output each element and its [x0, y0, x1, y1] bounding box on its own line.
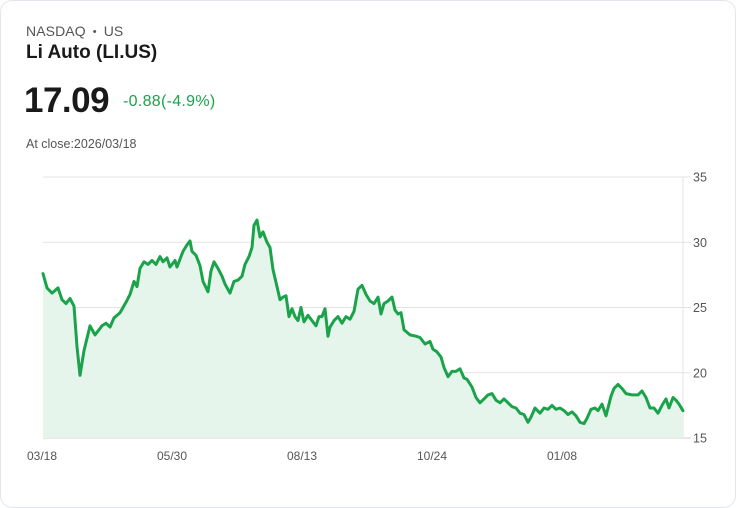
stock-name: Li Auto (LI.US)	[26, 42, 158, 63]
y-tick-label: 35	[693, 171, 707, 185]
price-area-fill	[43, 220, 683, 438]
stock-price: 17.09	[24, 81, 110, 120]
y-tick-label: 20	[693, 366, 707, 380]
region-label: US	[103, 23, 124, 39]
y-axis-labels: 35 30 25 20 15	[693, 171, 707, 446]
x-tick-label: 05/30	[157, 449, 187, 463]
y-tick-label: 25	[693, 301, 707, 315]
y-tick-label: 15	[693, 432, 707, 446]
price-line	[41, 218, 685, 426]
exchange-line: NASDAQ • US	[26, 23, 123, 39]
x-tick-label: 10/24	[417, 449, 447, 463]
y-tick-label: 30	[693, 236, 707, 250]
x-tick-label: 03/18	[27, 449, 57, 463]
x-tick-label: 08/13	[287, 449, 317, 463]
separator-dot: •	[92, 26, 97, 38]
x-tick-label: 01/08	[547, 449, 577, 463]
exchange-label: NASDAQ	[26, 23, 86, 39]
close-timestamp: At close:2026/03/18	[26, 137, 137, 151]
x-axis-labels: 03/18 05/30 08/13 10/24 01/08	[27, 449, 577, 463]
price-change: -0.88(-4.9%)	[123, 93, 216, 110]
